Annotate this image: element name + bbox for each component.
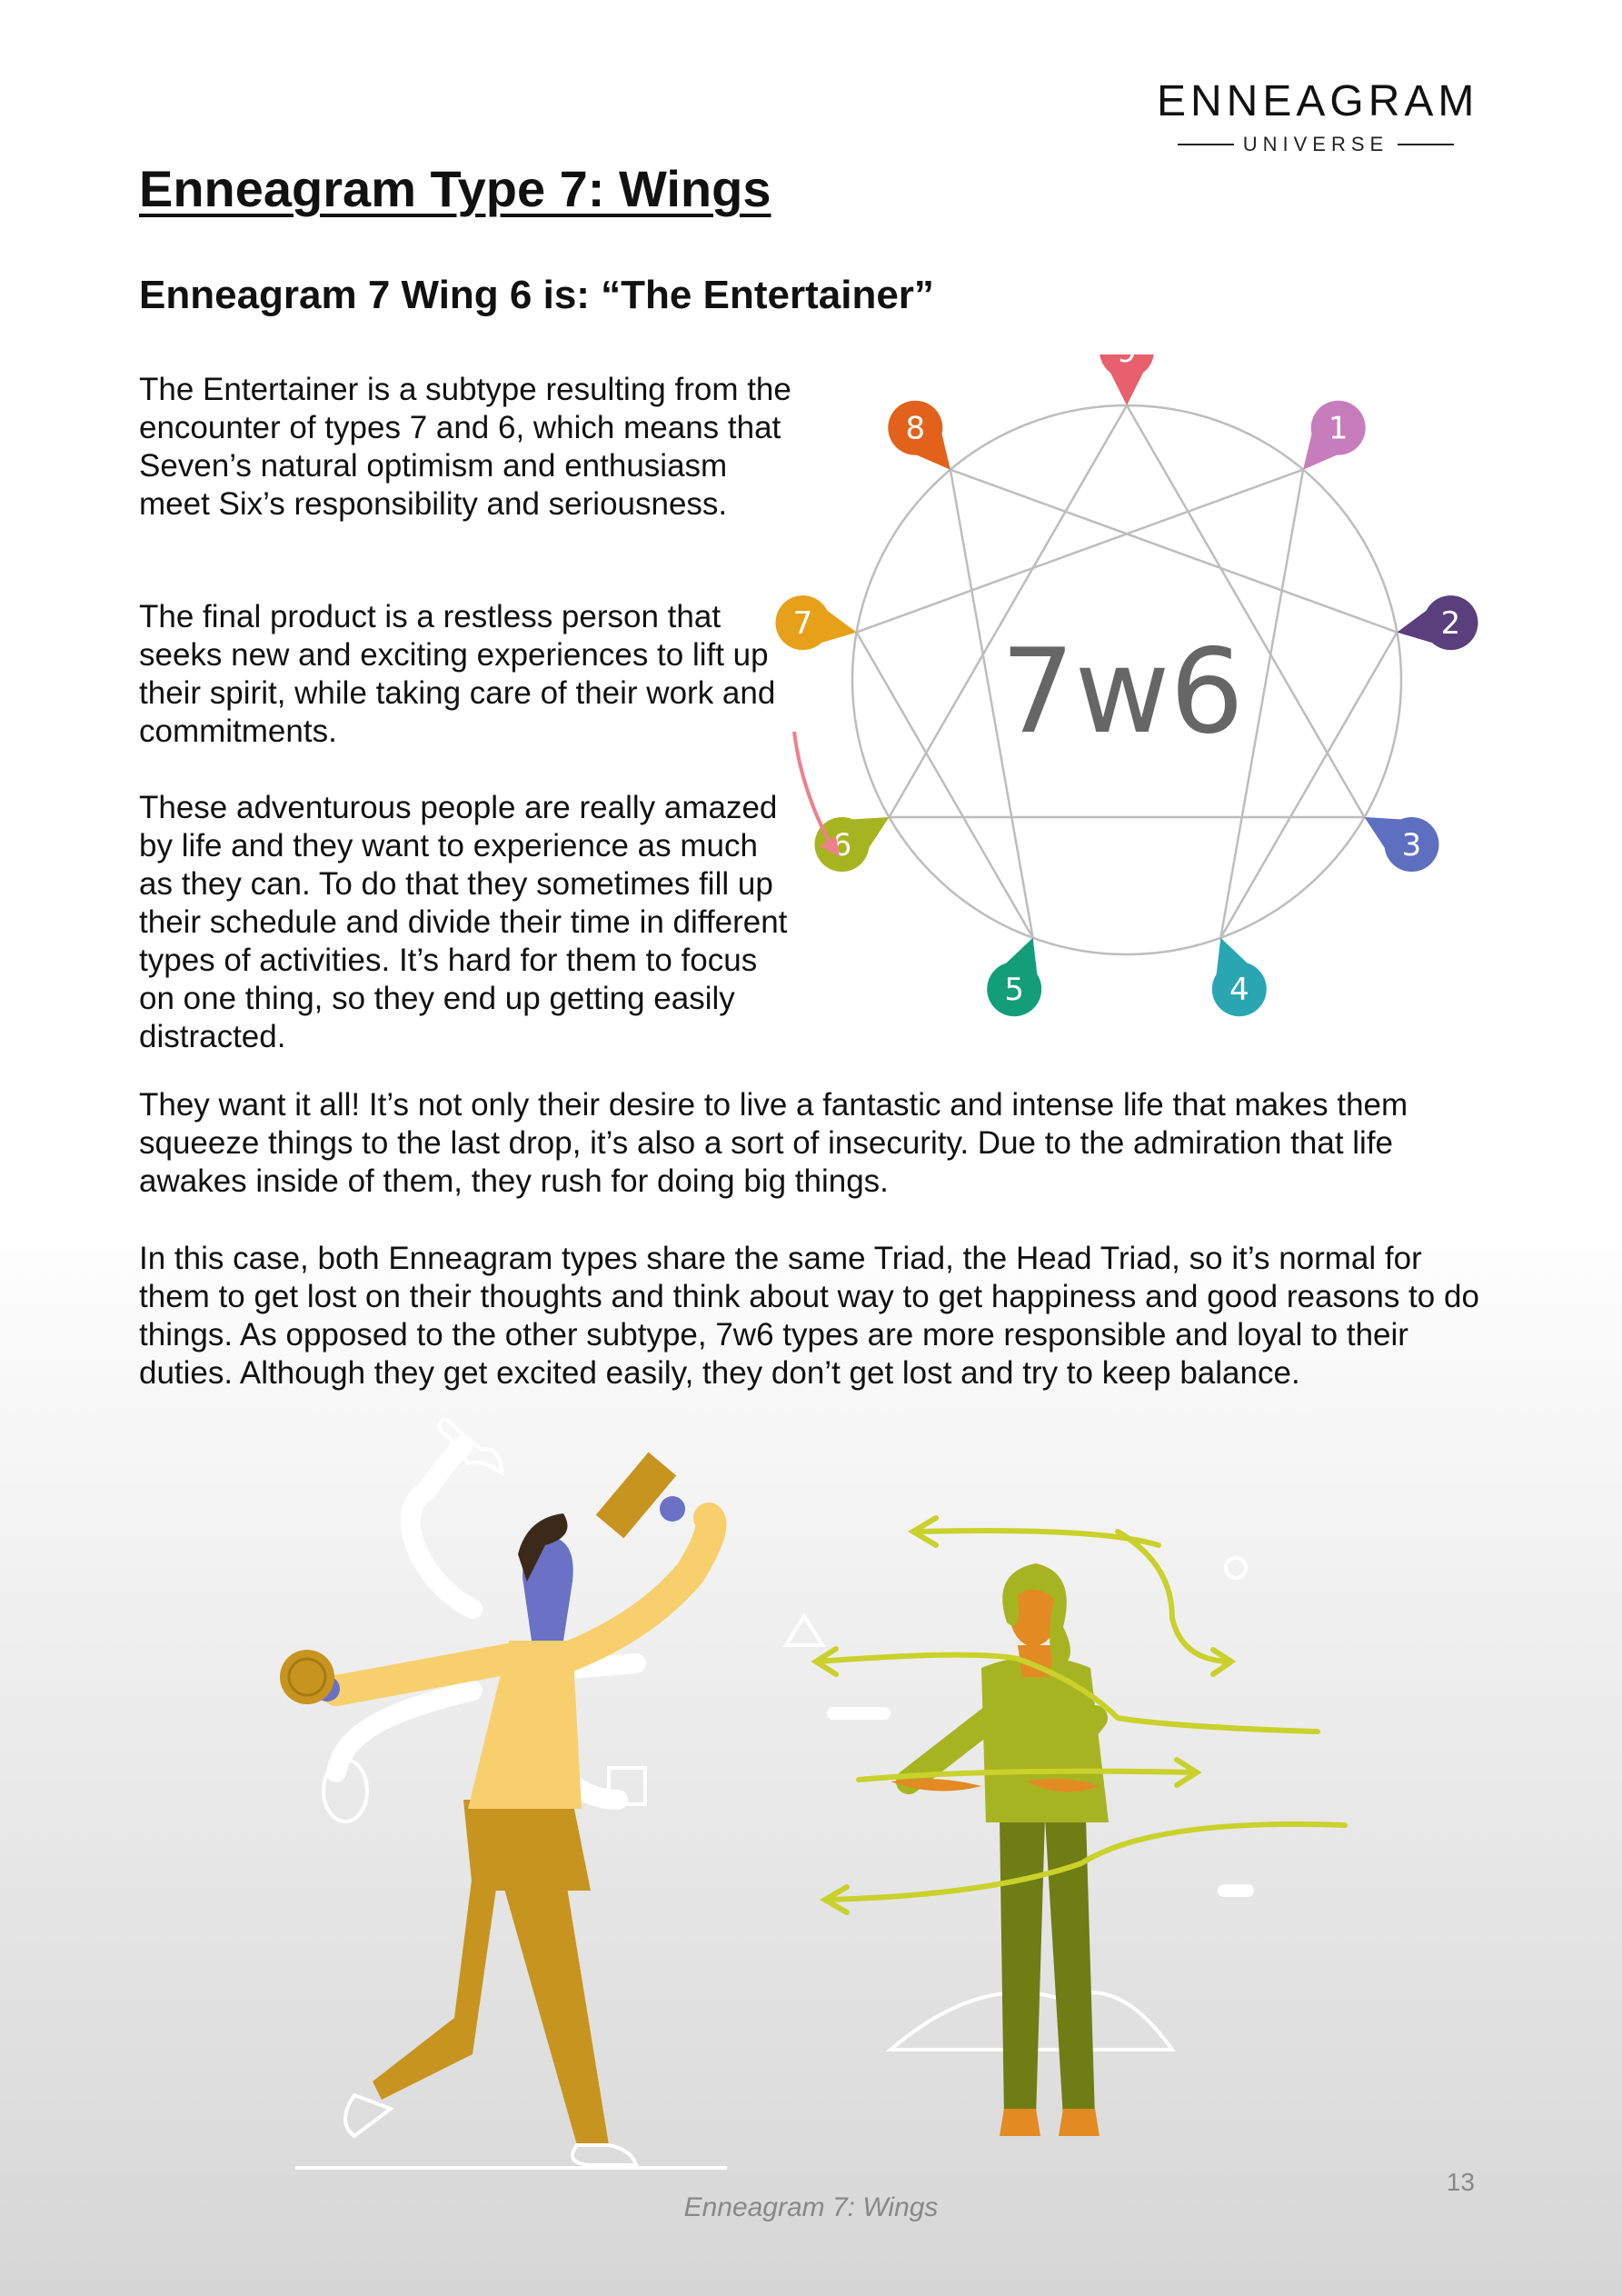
outline-mirror xyxy=(322,1758,369,1823)
enneagram-point-8: 8 xyxy=(888,400,950,470)
point-marker-circle xyxy=(987,962,1042,1017)
paragraph-adventurous: These adventurous people are really amaz… xyxy=(139,790,788,1054)
flow-arrowhead-lower xyxy=(1174,1757,1202,1788)
point-marker-circle xyxy=(814,817,870,872)
flow-arrow-top xyxy=(915,1528,1229,1664)
deco-dash-1 xyxy=(827,1707,891,1720)
left-person-hair xyxy=(518,1513,568,1582)
left-person-torso xyxy=(468,1641,582,1809)
brand-divider-left xyxy=(1177,144,1234,145)
enneagram-point-1: 1 xyxy=(1303,400,1366,470)
paragraph-intro: The Entertainer is a subtype resulting f… xyxy=(139,372,791,522)
flow-arrow-bottom xyxy=(824,1821,1348,1902)
right-person-face xyxy=(1009,1577,1060,1647)
point-number-label: 1 xyxy=(1328,411,1348,447)
brand-subtitle: UNIVERSE xyxy=(1242,133,1389,155)
outline-triangle xyxy=(782,1612,826,1647)
point-number-label: 2 xyxy=(1441,605,1461,642)
left-person-right-arm xyxy=(548,1502,727,1674)
flow-arrowhead-top-right xyxy=(1210,1647,1237,1677)
enneagram-triangle-lines xyxy=(887,403,1367,819)
right-person-left-shoe xyxy=(1000,2109,1040,2136)
outline-arm-upper xyxy=(400,1435,483,1619)
figure-caption: Enneagram 7: Wings xyxy=(683,2192,939,2222)
diagram-center-label: 7w6 xyxy=(1000,624,1244,760)
flow-arrowhead-middle xyxy=(811,1646,839,1677)
right-person-hair xyxy=(1002,1563,1070,1668)
point-marker-circle xyxy=(1310,400,1366,455)
deco-circle xyxy=(1224,1556,1248,1580)
deco-dash-2 xyxy=(1218,1884,1254,1897)
point-number-label: 9 xyxy=(1117,354,1137,370)
paragraph-final-product: The final product is a restless person t… xyxy=(139,599,776,749)
paragraph-want-it-all: They want it all! It’s not only their de… xyxy=(139,1087,1408,1199)
brand-logo: ENNEAGRAM UNIVERSE xyxy=(1157,80,1475,156)
enneagram-diagram: 9 1 2 3 4 5 6 7 8 7w6 xyxy=(775,354,1478,1017)
left-person-front-shoe xyxy=(571,2143,639,2167)
enneagram-point-5: 5 xyxy=(987,937,1042,1017)
point-marker-circle xyxy=(888,400,943,455)
ball-inner xyxy=(287,1657,327,1697)
point-marker-circle xyxy=(1100,354,1154,378)
book xyxy=(595,1452,677,1539)
outline-box xyxy=(607,1766,647,1806)
point-marker-circle xyxy=(1384,817,1439,872)
right-person-right-hand xyxy=(1027,1778,1100,1792)
right-person-left-arm xyxy=(896,1705,1003,1794)
enneagram-point-2: 2 xyxy=(1397,595,1478,651)
flow-arrowhead-top-left xyxy=(908,1515,939,1548)
right-person-left-hand xyxy=(891,1778,981,1792)
right-person-left-leg xyxy=(1000,1818,1045,2118)
flow-arrowhead-bottom xyxy=(820,1884,850,1915)
enneagram-point-3: 3 xyxy=(1364,817,1439,872)
enneagram-point-7: 7 xyxy=(775,595,857,651)
flow-arrow-middle xyxy=(815,1652,1320,1734)
point-number-label: 5 xyxy=(1004,972,1024,1008)
left-person-left-arm xyxy=(321,1643,524,1706)
left-person-hips xyxy=(463,1800,591,1891)
flow-arrow-lower xyxy=(856,1768,1198,1782)
right-person-right-leg xyxy=(1045,1818,1095,2118)
paragraph-head-triad: In this case, both Enneagram types share… xyxy=(139,1241,1479,1391)
point-number-label: 4 xyxy=(1229,972,1249,1008)
point-marker-circle xyxy=(775,595,831,651)
brand-subtitle-row: UNIVERSE xyxy=(1157,133,1475,156)
page-number: 13 xyxy=(1446,2168,1475,2196)
brand-divider-right xyxy=(1398,144,1455,145)
point-number-label: 8 xyxy=(905,411,925,447)
wing-arrow xyxy=(792,731,834,849)
right-person-right-shoe xyxy=(1059,2109,1100,2136)
wing-arrow-head xyxy=(820,836,840,856)
page-title: Enneagram Type 7: Wings xyxy=(139,160,771,217)
left-person-right-hand xyxy=(660,1496,685,1522)
point-marker-circle xyxy=(1211,962,1267,1017)
outline-arm-left xyxy=(326,1681,483,1782)
illustration-two-people xyxy=(280,1418,1348,2170)
brand-name: ENNEAGRAM xyxy=(1157,77,1479,125)
outline-hand-upper xyxy=(437,1418,504,1476)
enneagram-points: 9 1 2 3 4 5 6 7 8 xyxy=(775,354,1478,1017)
left-person-front-leg xyxy=(482,1809,609,2145)
enneagram-point-4: 4 xyxy=(1211,937,1267,1017)
enneagram-point-6: 6 xyxy=(814,817,890,872)
point-number-label: 3 xyxy=(1402,827,1422,863)
left-person-back-shoe xyxy=(343,2092,395,2139)
enneagram-point-9: 9 xyxy=(1100,354,1154,405)
section-heading: Enneagram 7 Wing 6 is: “The Entertainer” xyxy=(139,273,934,317)
point-marker-circle xyxy=(1423,595,1478,651)
point-number-label: 7 xyxy=(793,605,813,642)
